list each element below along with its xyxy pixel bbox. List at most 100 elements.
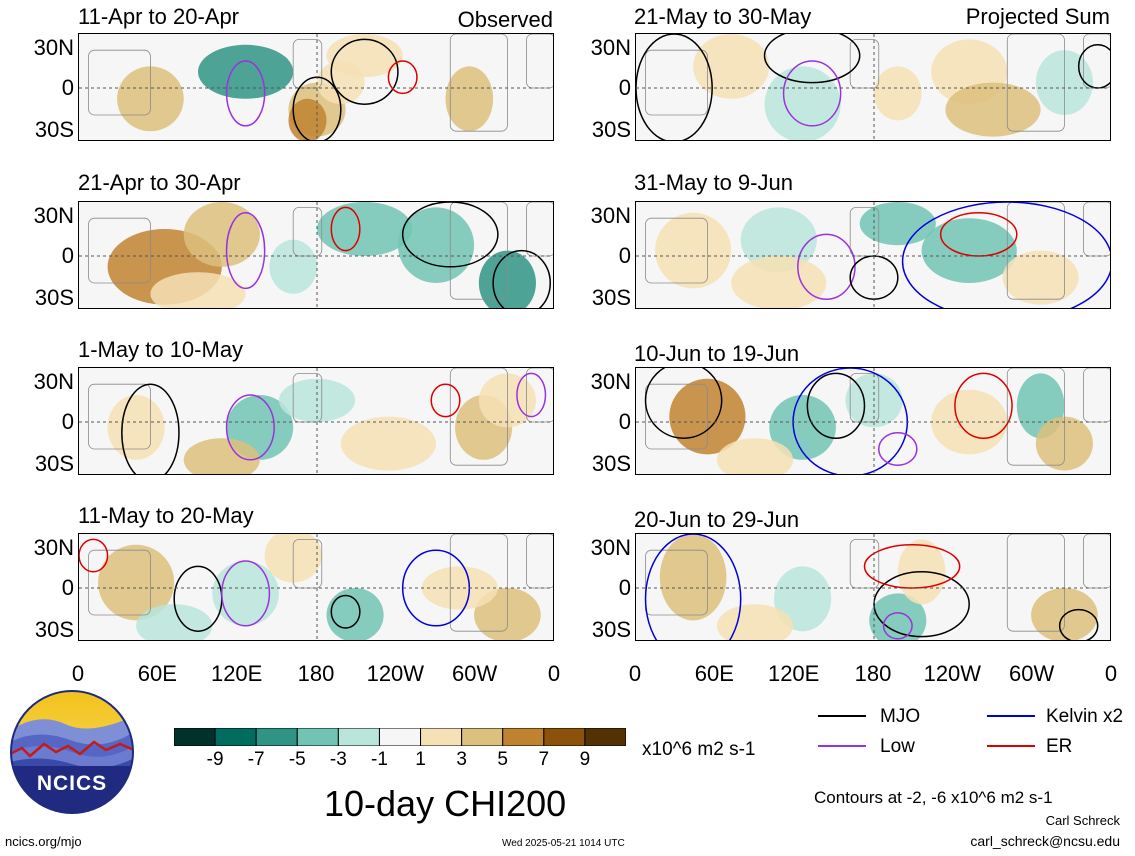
colorbar-tick-label: -1 <box>371 749 388 770</box>
anomaly-field <box>636 534 1110 640</box>
lat-tick-label: 30S <box>591 117 631 142</box>
contour-line <box>430 383 461 418</box>
map-plot <box>78 367 554 475</box>
anomaly-blob <box>397 207 475 283</box>
coastline <box>1006 34 1065 132</box>
coastline <box>526 534 553 589</box>
coastline <box>449 34 508 132</box>
panel-date-range: 11-May to 20-May <box>78 503 254 528</box>
contour-line <box>330 38 399 105</box>
colorbar-swatch <box>173 727 216 747</box>
anomaly-field <box>636 202 1110 308</box>
anomaly-blob <box>859 202 936 246</box>
anomaly-blob <box>874 66 922 121</box>
contour-line <box>782 60 842 127</box>
lat-tick-label: 30S <box>34 617 74 642</box>
map-plot <box>78 533 554 641</box>
coastline <box>449 368 508 466</box>
lat-tick-label: 0 <box>618 243 631 268</box>
coastline <box>526 202 553 257</box>
map-plot <box>78 201 554 309</box>
legend-label-mjo: MJO <box>880 706 921 727</box>
panel-date-range: 31-May to 9-Jun <box>634 170 793 195</box>
contour-line <box>878 432 918 466</box>
anomaly-field <box>79 34 553 140</box>
anomaly-blob <box>731 256 827 308</box>
panel-date-range: 20-Jun to 29-Jun <box>634 507 800 532</box>
anomaly-field <box>79 368 553 474</box>
author-email[interactable]: carl_schreck@ncsu.edu <box>970 833 1120 849</box>
colorbar-swatch <box>584 727 627 747</box>
lat-tick-label: 30S <box>591 285 631 310</box>
lon-tick-label: 0 <box>628 661 642 686</box>
lon-tick-label: 60W <box>1009 661 1055 686</box>
lon-tick-label: 60W <box>452 661 498 686</box>
anomaly-blob <box>340 416 436 471</box>
contour-line <box>636 34 713 140</box>
ncics-logo: NCICS <box>10 690 134 814</box>
colorbar-swatch <box>502 727 545 747</box>
lon-tick-label: 0 <box>1104 661 1118 686</box>
map-plot <box>635 33 1111 141</box>
coastline <box>88 549 151 616</box>
lat-tick-label: 30N <box>33 203 74 228</box>
colorbar-swatch <box>378 727 422 747</box>
map-plot <box>635 201 1111 309</box>
lon-tick-label: 0 <box>71 661 85 686</box>
anomaly-blob <box>693 34 770 99</box>
anomaly-blob <box>945 82 1041 137</box>
lon-tick-label: 120W <box>366 661 425 686</box>
lat-tick-label: 0 <box>618 75 631 100</box>
lat-tick-label: 0 <box>61 243 74 268</box>
lon-tick-label: 60E <box>137 661 177 686</box>
contour-line <box>330 206 361 252</box>
anomaly-blob <box>98 544 175 621</box>
coastline <box>1083 534 1110 589</box>
contour-line <box>644 368 723 439</box>
lon-tick-label: 0 <box>547 661 561 686</box>
anomaly-blob <box>150 272 246 308</box>
website-link[interactable]: ncics.org/mjo <box>5 834 82 849</box>
anomaly-blob <box>769 395 836 460</box>
lat-tick-label: 30S <box>591 451 631 476</box>
contour-line <box>330 594 361 629</box>
anomaly-blob <box>183 438 260 474</box>
lat-tick-label: 0 <box>61 575 74 600</box>
legend-label-low: Low <box>880 736 915 757</box>
lat-tick-label: 0 <box>61 75 74 100</box>
anomaly-blob <box>326 588 384 640</box>
coastline <box>88 383 151 450</box>
anomaly-field <box>79 534 553 640</box>
anomaly-blob <box>317 202 413 256</box>
colorbar <box>173 727 627 751</box>
legend-swatch-er <box>987 745 1035 747</box>
coastline <box>645 383 708 450</box>
panel-date-range: 1-May to 10-May <box>78 337 244 362</box>
anomaly-blob <box>774 566 832 632</box>
contour-line <box>79 538 109 573</box>
coastline <box>449 534 508 632</box>
coastline <box>645 549 708 616</box>
coastline <box>88 49 151 116</box>
anomaly-blob <box>764 66 841 140</box>
legend-label-kelvin: Kelvin x2 <box>1046 706 1124 727</box>
contour-line <box>806 372 866 439</box>
contour-line <box>882 612 913 640</box>
panel-corner-label: Projected Sum <box>965 4 1110 29</box>
panel-date-range: 21-Apr to 30-Apr <box>78 170 241 195</box>
legend-swatch-kelvin <box>987 715 1035 717</box>
lat-tick-label: 30N <box>590 35 631 60</box>
lon-tick-label: 180 <box>297 661 335 686</box>
colorbar-tick-label: 1 <box>415 749 426 770</box>
coastline <box>88 217 151 284</box>
colorbar-tick-label: -5 <box>288 749 306 770</box>
anomaly-field <box>636 34 1110 140</box>
contour-line <box>225 60 266 127</box>
lat-tick-label: 30S <box>34 285 74 310</box>
colorbar-swatch <box>337 727 380 747</box>
colorbar-swatch <box>296 727 339 747</box>
colorbar-units: x10^6 m2 s-1 <box>642 739 756 760</box>
map-plot <box>635 533 1111 641</box>
contour-line <box>221 560 271 627</box>
timestamp: Wed 2025-05-21 1014 UTC <box>502 838 625 849</box>
